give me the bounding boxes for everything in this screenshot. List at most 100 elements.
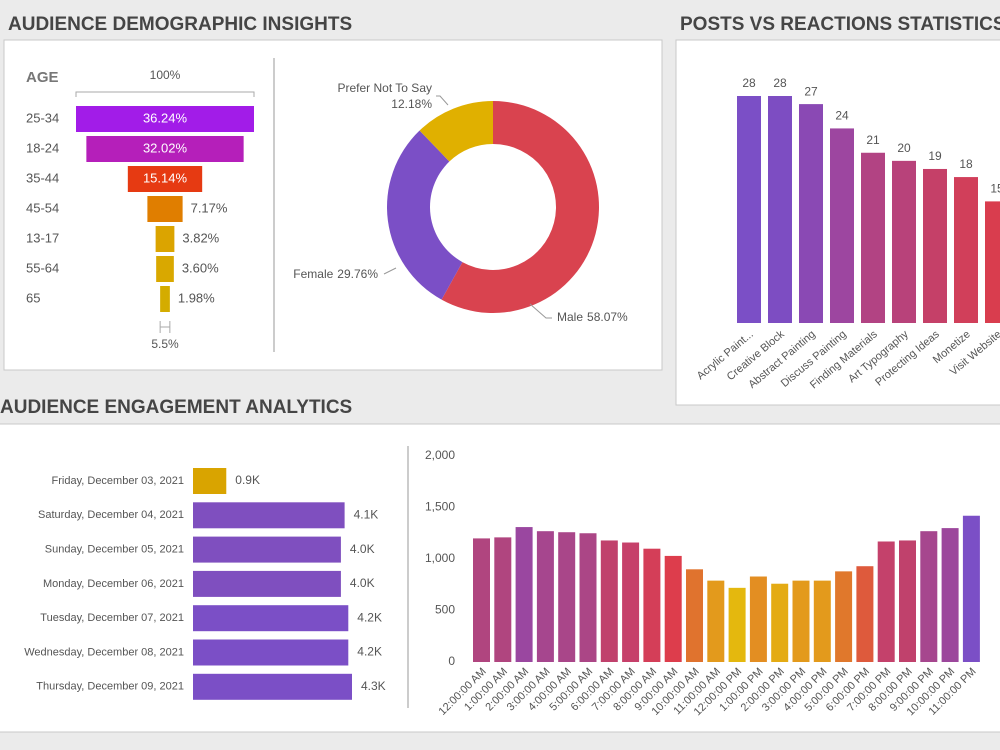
category-label: 13-17 <box>26 230 59 245</box>
bar <box>728 587 746 662</box>
leader-line <box>383 267 397 275</box>
value-label: 19 <box>928 149 942 163</box>
bar <box>193 673 352 700</box>
value-label: 27 <box>804 84 818 98</box>
category-label: 18-24 <box>26 140 59 155</box>
bar <box>664 555 682 662</box>
bar <box>962 515 980 662</box>
donut-slice <box>419 101 493 162</box>
bracket <box>159 321 171 333</box>
bar <box>877 541 895 662</box>
value-label: 3.82% <box>182 230 219 245</box>
value-label: 4.3K <box>361 679 386 693</box>
funnel-bar <box>147 196 183 222</box>
bar <box>536 531 554 662</box>
bar <box>473 538 490 662</box>
bar <box>193 536 341 563</box>
funnel-bar <box>127 166 203 192</box>
bar <box>954 177 978 323</box>
bar <box>892 160 916 323</box>
category-label: 65 <box>26 290 40 305</box>
panel-title: AUDIENCE ENGAGEMENT ANALYTICS <box>0 397 352 418</box>
slice-label: Female 29.76% <box>293 267 378 281</box>
bar <box>579 533 597 662</box>
category-label: Sunday, December 05, 2021 <box>45 544 184 556</box>
value-label: 7.17% <box>191 200 228 215</box>
category-label: Wednesday, December 08, 2021 <box>24 646 184 658</box>
bar <box>813 580 831 662</box>
bar <box>768 96 792 323</box>
value-label: 24 <box>835 109 849 123</box>
bar <box>193 570 341 597</box>
leader-line <box>529 303 552 319</box>
donut-slice <box>441 101 599 313</box>
category-label: Friday, December 03, 2021 <box>52 475 184 487</box>
donut-slice <box>387 130 463 300</box>
bar <box>830 128 854 323</box>
value-label: 4.2K <box>357 645 382 659</box>
category-label: Thursday, December 09, 2021 <box>36 681 184 693</box>
bar <box>749 576 767 662</box>
slice-value: 58.07% <box>587 310 628 324</box>
bar <box>193 639 349 666</box>
category-label: 55-64 <box>26 260 59 275</box>
bar <box>835 571 853 662</box>
slice-label: Male 58.07% <box>557 310 628 324</box>
funnel-bar <box>76 106 254 132</box>
bar <box>622 542 640 662</box>
value-label: 15.14% <box>143 170 188 185</box>
value-label: 18 <box>959 157 973 171</box>
value-label: 3.60% <box>182 260 219 275</box>
value-label: 4.1K <box>354 507 379 521</box>
funnel-bar <box>86 136 244 162</box>
bar <box>193 468 227 494</box>
slice-value: 29.76% <box>337 267 378 281</box>
bar <box>686 569 703 662</box>
value-label: 20 <box>897 141 911 155</box>
bracket <box>75 91 255 97</box>
bar <box>985 201 1000 323</box>
value-label: 28 <box>773 76 787 90</box>
bar <box>899 540 916 662</box>
bottom-label: 5.5% <box>151 337 179 351</box>
value-label: 4.0K <box>350 576 375 590</box>
panel-title: POSTS VS REACTIONS STATISTICS <box>680 14 1000 35</box>
bar <box>771 583 789 662</box>
bar <box>193 502 345 529</box>
value-label: 4.0K <box>350 542 375 556</box>
bar <box>193 605 349 632</box>
category-label: Saturday, December 04, 2021 <box>38 509 184 521</box>
panel-title: AUDIENCE DEMOGRAPHIC INSIGHTS <box>8 14 352 35</box>
funnel-bar <box>160 286 170 312</box>
bar <box>799 104 823 323</box>
category-label: 25-34 <box>26 110 59 125</box>
value-label: 21 <box>866 133 880 147</box>
funnel-bar <box>155 226 175 252</box>
panel <box>3 39 663 371</box>
category-label: 45-54 <box>26 200 59 215</box>
category-label: Tuesday, December 07, 2021 <box>40 612 184 624</box>
y-tick-label: 0 <box>448 654 455 668</box>
bar <box>941 528 959 662</box>
value-label: 32.02% <box>143 140 188 155</box>
bar <box>558 532 576 662</box>
bar <box>861 152 885 323</box>
bar <box>923 168 947 323</box>
value-label: 4.2K <box>357 610 382 624</box>
bar <box>515 527 533 662</box>
y-tick-label: 1,000 <box>425 551 455 565</box>
bar <box>707 580 725 662</box>
category-label: Monday, December 06, 2021 <box>43 578 184 590</box>
value-label: 0.9K <box>235 473 260 487</box>
axis-label: AGE <box>26 69 59 86</box>
slice-name: Male <box>557 310 583 324</box>
value-label: 36.24% <box>143 110 188 125</box>
y-tick-label: 1,500 <box>425 500 455 514</box>
value-label: 1.98% <box>178 290 215 305</box>
bar <box>600 540 618 662</box>
category-label: 35-44 <box>26 170 59 185</box>
y-tick-label: 500 <box>435 603 455 617</box>
bar <box>737 96 761 323</box>
funnel-bar <box>156 256 174 282</box>
